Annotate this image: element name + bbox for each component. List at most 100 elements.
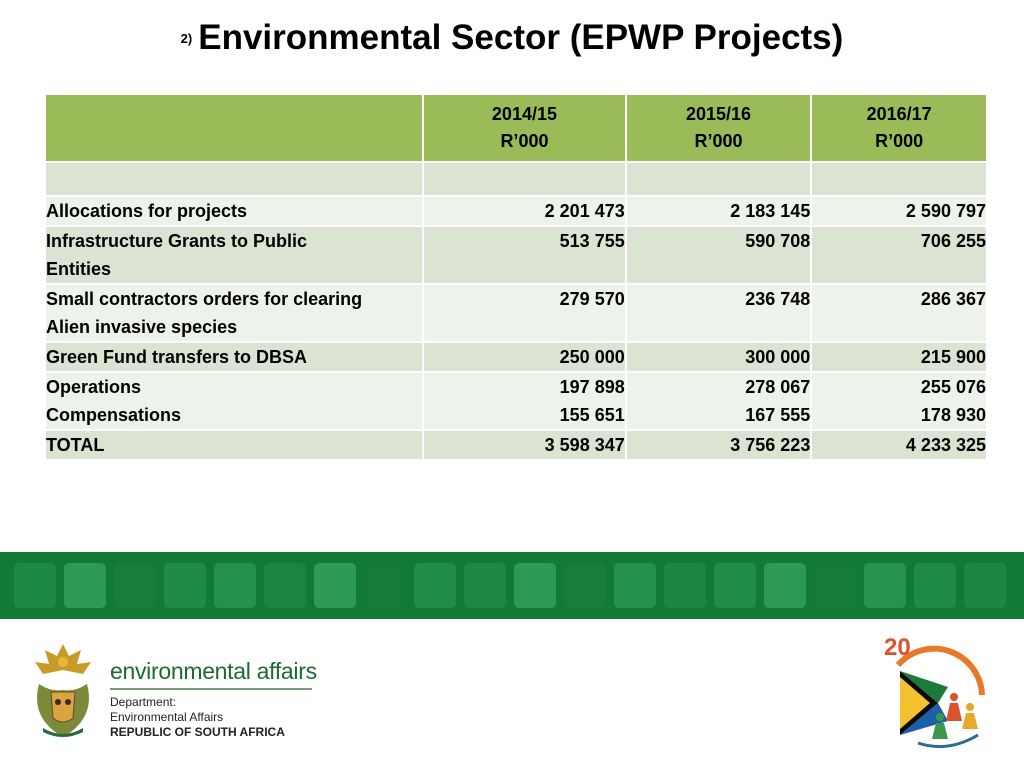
value-cell: 590 708 (624, 225, 813, 285)
value-cell: 300 000 (624, 341, 813, 373)
value-line: 706 255 (920, 231, 986, 251)
value-cell: 2 590 797 (810, 195, 988, 227)
coat-of-arms-icon (35, 644, 91, 737)
value-line: 3 756 223 (730, 435, 811, 455)
value-line: 2 183 145 (730, 201, 811, 221)
value-line: 590 708 (745, 231, 811, 251)
value-cell: 3 598 347 (422, 429, 627, 461)
band-tile (864, 563, 906, 608)
value-cell: 4 233 325 (810, 429, 988, 461)
row-label: Small contractors orders for clearing Ali… (43, 283, 425, 343)
row-label: Infrastructure Grants to Public Entities (43, 225, 425, 285)
value-cell: 236 748 (624, 283, 813, 343)
row-label-line: Infrastructure Grants to Public (46, 231, 308, 251)
row-label: Green Fund transfers to DBSA (43, 341, 425, 373)
title-number: 2) (180, 30, 193, 46)
title-text: Environmental Sector (EPWP Projects) (198, 18, 844, 57)
value-line: 250 000 (559, 347, 625, 367)
brand-block: environmental affairs Department: Enviro… (110, 658, 317, 740)
table-row: Allocations for projects 2 201 473 2 183 1… (43, 195, 988, 227)
band-tile (964, 563, 1006, 608)
band-tile (914, 563, 956, 608)
row-label-line: Green Fund transfers to DBSA (46, 347, 308, 367)
value-line: 3 598 347 (544, 435, 625, 455)
table-row: Green Fund transfers to DBSA 250 000 300 0… (43, 341, 988, 373)
svg-text:20: 20 (884, 634, 911, 661)
row-label-line: Compensations (46, 405, 182, 425)
allocations-table: 2014/15 R’000 2015/16 R’000 2016/17 R’00… (43, 93, 988, 461)
row-label-line: Allocations for projects (46, 201, 248, 221)
value-cell: 2 201 473 (422, 195, 627, 227)
value-cell (624, 161, 813, 197)
value-line: 167 555 (745, 405, 811, 425)
band-tile (464, 563, 506, 608)
table-header-row: 2014/15 R’000 2015/16 R’000 2016/17 R’00… (43, 93, 988, 163)
band-tile (364, 563, 406, 608)
band-tile (214, 563, 256, 608)
table-row: Operations Compensations 197 898 155 651 278… (43, 371, 988, 431)
header-unit: R’000 (875, 131, 924, 151)
band-tile (814, 563, 856, 608)
value-cell: 3 756 223 (624, 429, 813, 461)
value-line: 286 367 (920, 289, 986, 309)
department-label: Department: (110, 695, 177, 709)
header-2014-15: 2014/15 R’000 (422, 93, 627, 163)
country-name: REPUBLIC OF SOUTH AFRICA (110, 725, 285, 739)
value-cell: 215 900 (810, 341, 988, 373)
band-tile (514, 563, 556, 608)
table-row: Small contractors orders for clearing Ali… (43, 283, 988, 343)
table-row (43, 161, 988, 197)
table-row: TOTAL 3 598 347 3 756 223 4 233 325 (43, 429, 988, 461)
row-label: Operations Compensations (43, 371, 425, 431)
value-cell: 513 755 (422, 225, 627, 285)
value-line: 155 651 (559, 405, 625, 425)
value-line: 278 067 (745, 377, 811, 397)
band-tile (264, 563, 306, 608)
value-line: 2 201 473 (544, 201, 625, 221)
header-2015-16: 2015/16 R’000 (624, 93, 813, 163)
row-label-line: Small contractors orders for clearing (46, 289, 363, 309)
value-line: 236 748 (745, 289, 811, 309)
header-year: 2016/17 (866, 104, 932, 124)
page-title: 2) Environmental Sector (EPWP Projects) (0, 18, 1024, 58)
freedom-badge-icon: 20 (884, 634, 985, 749)
value-line: 4 233 325 (905, 435, 986, 455)
table-row: Infrastructure Grants to Public Entities 5… (43, 225, 988, 285)
value-line: 178 930 (920, 405, 986, 425)
header-2016-17: 2016/17 R’000 (810, 93, 988, 163)
band-tile (314, 563, 356, 608)
value-cell: 286 367 (810, 283, 988, 343)
value-cell: 255 076 178 930 (810, 371, 988, 431)
band-tile (164, 563, 206, 608)
value-cell: 250 000 (422, 341, 627, 373)
value-line: 2 590 797 (905, 201, 986, 221)
row-label-line: Entities (46, 259, 112, 279)
department-name: Environmental Affairs (110, 710, 224, 724)
header-year: 2014/15 (491, 104, 557, 124)
header-empty (43, 93, 425, 163)
row-label-line: Alien invasive species (46, 317, 238, 337)
value-cell (810, 161, 988, 197)
brand-divider (110, 688, 312, 690)
band-tile (664, 563, 706, 608)
row-label: TOTAL (43, 429, 425, 461)
value-cell: 706 255 (810, 225, 988, 285)
value-line: 300 000 (745, 347, 811, 367)
row-label-line: Operations (46, 377, 142, 397)
row-label (43, 161, 425, 197)
value-cell (422, 161, 627, 197)
value-cell: 197 898 155 651 (422, 371, 627, 431)
value-cell: 2 183 145 (624, 195, 813, 227)
value-line: 197 898 (559, 377, 625, 397)
value-cell: 278 067 167 555 (624, 371, 813, 431)
brand-name: environmental affairs (110, 658, 317, 684)
band-tile (114, 563, 156, 608)
header-unit: R’000 (694, 131, 743, 151)
band-tile (64, 563, 106, 608)
value-line: 255 076 (920, 377, 986, 397)
band-tile (564, 563, 606, 608)
value-cell: 279 570 (422, 283, 627, 343)
header-year: 2015/16 (685, 104, 752, 124)
row-label-line: TOTAL (46, 435, 105, 455)
band-tile (764, 563, 806, 608)
